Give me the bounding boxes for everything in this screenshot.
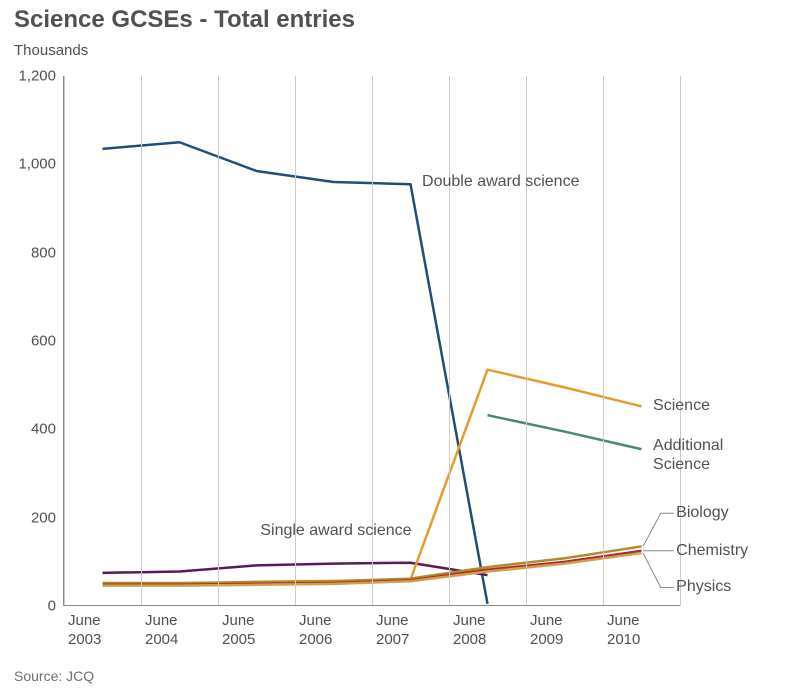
leader-line [643,553,674,587]
x-tick-label: June 2007 [376,612,451,650]
plot-area: 02004006008001,0001,200June 2003June 200… [64,76,680,606]
x-tick-label: June 2008 [453,612,528,650]
series-label: Physics [676,578,731,596]
source-prefix: Source: [14,668,66,684]
series-label: Additional Science [653,437,723,474]
x-tick-label: June 2006 [299,612,374,650]
x-tick-label: June 2005 [222,612,297,650]
chart-source: Source: JCQ [14,668,94,684]
y-tick-label: 1,000 [12,157,56,172]
series-label: Double award science [422,173,579,191]
x-axis-line [64,605,680,606]
y-tick-label: 0 [12,599,56,614]
y-tick-label: 600 [12,334,56,349]
y-tick-label: 400 [12,422,56,437]
gridline-vertical [603,76,604,606]
chart-subtitle: Thousands [14,42,88,59]
gridline-vertical [680,76,681,606]
series-label: Single award science [260,522,411,540]
chart-title: Science GCSEs - Total entries [14,6,355,34]
x-tick-label: June 2003 [68,612,143,650]
gridline-vertical [218,76,219,606]
x-tick-label: June 2010 [607,612,682,650]
y-tick-label: 200 [12,510,56,525]
y-axis-line [63,76,64,606]
y-tick-label: 800 [12,245,56,260]
gridline-vertical [449,76,450,606]
y-tick-label: 1,200 [12,69,56,84]
gridline-vertical [141,76,142,606]
source-value: JCQ [66,668,94,684]
series-label: Biology [676,504,728,522]
series-label: Science [653,397,710,415]
series-line [488,415,642,449]
x-tick-label: June 2009 [530,612,605,650]
chart-frame: Science GCSEs - Total entries Thousands … [0,0,800,698]
x-tick-label: June 2004 [145,612,220,650]
series-label: Chemistry [676,542,748,560]
leader-line [643,513,674,546]
gridline-vertical [526,76,527,606]
